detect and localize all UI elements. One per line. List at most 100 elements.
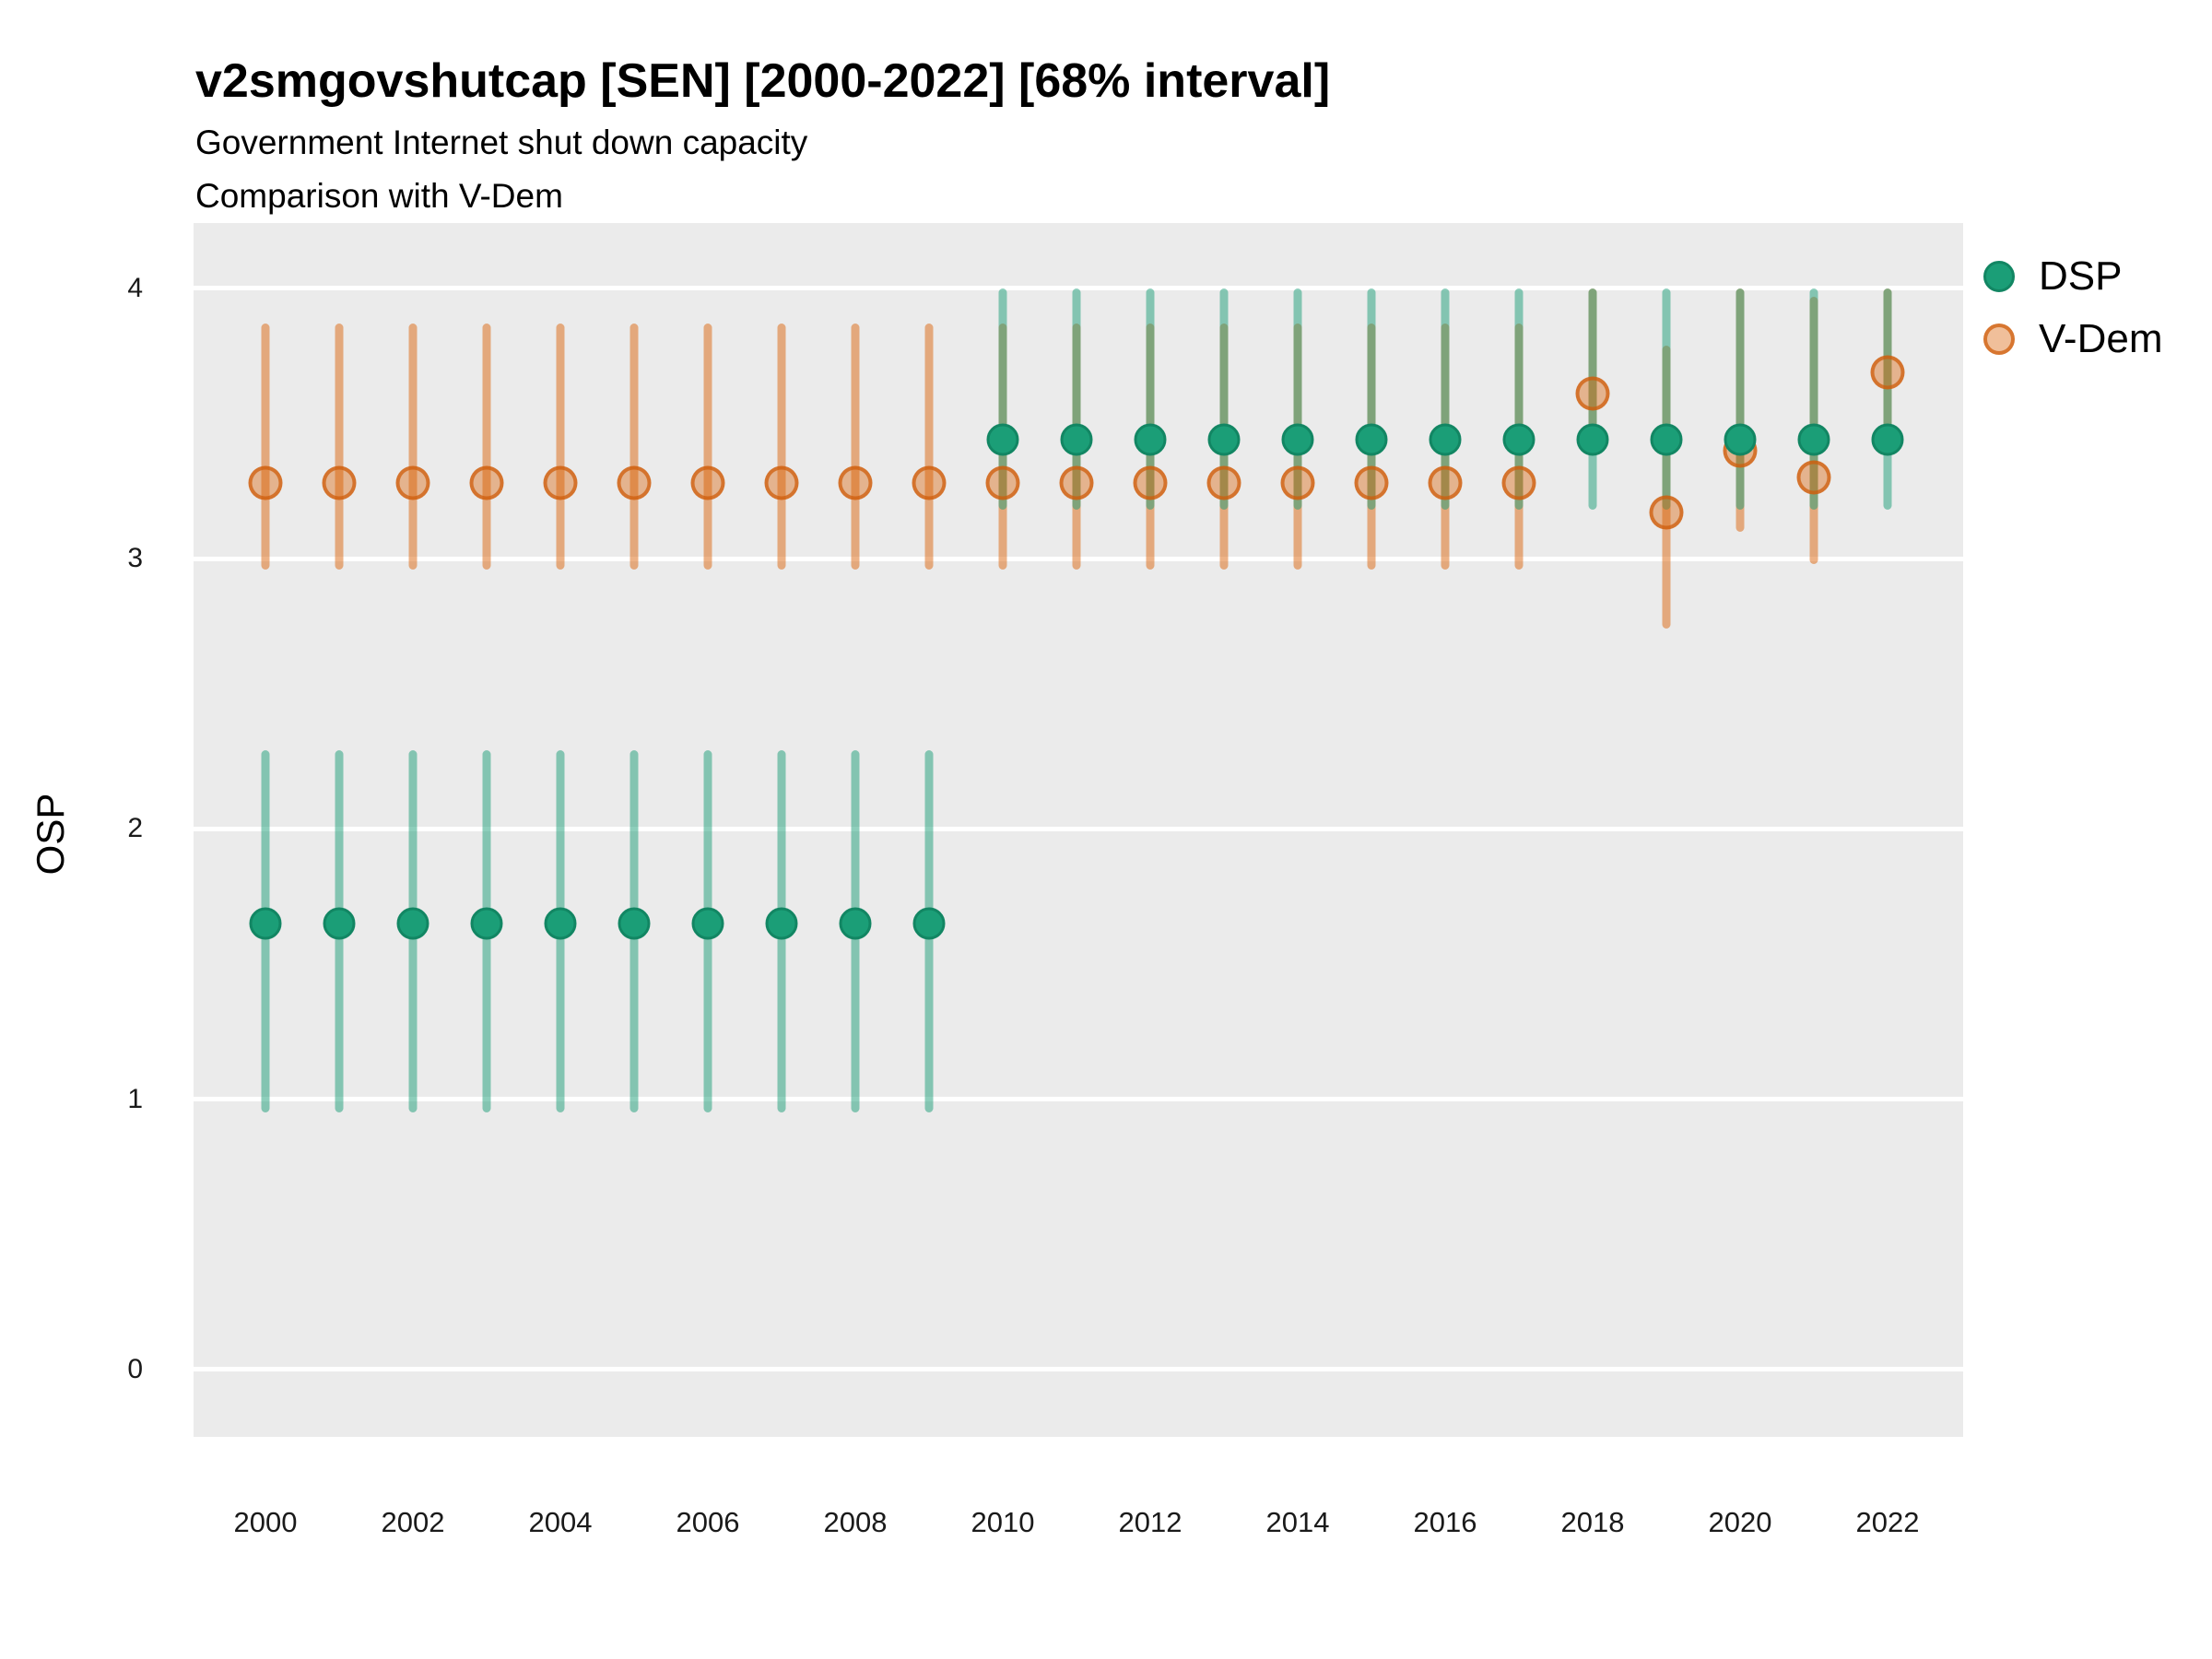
point-vdem-2012 (1133, 465, 1168, 500)
x-tick-label-2004: 2004 (528, 1506, 593, 1538)
chart-subtitle-line2: Comparison with V-Dem (195, 177, 563, 215)
point-vdem-2016 (1428, 465, 1463, 500)
point-dsp-2018 (1576, 423, 1609, 456)
gridline-y-3 (194, 556, 1963, 561)
point-vdem-2009 (912, 465, 947, 500)
y-tick-label-4: 4 (127, 272, 143, 303)
chart-subtitle-line1: Government Internet shut down capacity (195, 124, 808, 161)
point-vdem-2007 (764, 465, 799, 500)
error-bar-vdem-2002 (408, 324, 418, 570)
error-bar-dsp-2019 (1662, 288, 1671, 511)
point-vdem-2003 (469, 465, 504, 500)
point-vdem-2013 (1206, 465, 1241, 500)
error-bar-dsp-2016 (1441, 288, 1450, 511)
error-bar-vdem-2003 (482, 324, 491, 570)
y-tick-label-3: 3 (127, 543, 143, 574)
y-tick-label-1: 1 (127, 1083, 143, 1114)
point-vdem-2010 (985, 465, 1020, 500)
point-dsp-2003 (470, 907, 503, 940)
point-dsp-2005 (618, 907, 651, 940)
point-dsp-2014 (1281, 423, 1314, 456)
x-tick-label-2020: 2020 (1708, 1506, 1772, 1538)
x-tick-label-2006: 2006 (676, 1506, 740, 1538)
legend-label-dsp: DSP (2039, 253, 2123, 299)
legend-item-vdem: V-Dem (1983, 312, 2162, 367)
point-dsp-2017 (1502, 423, 1535, 456)
point-vdem-2014 (1280, 465, 1315, 500)
error-bar-vdem-2009 (924, 324, 934, 570)
point-vdem-2006 (690, 465, 725, 500)
gridline-y-2 (194, 826, 1963, 831)
point-dsp-2016 (1429, 423, 1462, 456)
gridline-y-1 (194, 1097, 1963, 1102)
point-vdem-2000 (248, 465, 283, 500)
legend: DSP V-Dem (1983, 249, 2162, 367)
x-tick-label-2022: 2022 (1855, 1506, 1920, 1538)
gridline-y-0 (194, 1367, 1963, 1372)
point-dsp-2020 (1724, 423, 1757, 456)
point-vdem-2021 (1796, 460, 1831, 495)
point-dsp-2008 (839, 907, 872, 940)
legend-label-vdem: V-Dem (2039, 316, 2163, 361)
plot-area (194, 223, 1963, 1437)
point-vdem-2018 (1575, 376, 1610, 411)
point-dsp-2015 (1355, 423, 1388, 456)
point-dsp-2010 (986, 423, 1019, 456)
error-bar-dsp-2021 (1809, 288, 1818, 511)
point-vdem-2011 (1059, 465, 1094, 500)
point-dsp-2006 (691, 907, 724, 940)
dsp-point-icon (1983, 261, 2015, 292)
error-bar-vdem-2004 (556, 324, 565, 570)
point-dsp-2007 (765, 907, 798, 940)
error-bar-dsp-2017 (1514, 288, 1524, 511)
point-vdem-2015 (1354, 465, 1389, 500)
error-bar-dsp-2014 (1293, 288, 1302, 511)
x-tick-label-2002: 2002 (381, 1506, 445, 1538)
error-bar-dsp-2020 (1735, 288, 1745, 511)
point-vdem-2005 (617, 465, 652, 500)
x-tick-label-2010: 2010 (971, 1506, 1035, 1538)
error-bar-vdem-2007 (777, 324, 786, 570)
point-dsp-2002 (396, 907, 429, 940)
point-dsp-2013 (1207, 423, 1241, 456)
y-tick-label-0: 0 (127, 1353, 143, 1384)
point-dsp-2001 (323, 907, 356, 940)
error-bar-vdem-2008 (851, 324, 860, 570)
point-vdem-2017 (1501, 465, 1536, 500)
point-vdem-2001 (322, 465, 357, 500)
point-vdem-2008 (838, 465, 873, 500)
error-bar-dsp-2022 (1883, 288, 1892, 511)
error-bar-vdem-2005 (629, 324, 639, 570)
x-tick-label-2018: 2018 (1560, 1506, 1625, 1538)
vdem-point-icon (1983, 324, 2015, 355)
point-vdem-2022 (1870, 355, 1905, 390)
point-vdem-2004 (543, 465, 578, 500)
x-tick-label-2016: 2016 (1413, 1506, 1477, 1538)
error-bar-dsp-2015 (1367, 288, 1376, 511)
error-bar-dsp-2013 (1219, 288, 1229, 511)
chart-title: v2smgovshutcap [SEN] [2000-2022] [68% in… (195, 54, 1331, 108)
error-bar-vdem-2000 (261, 324, 270, 570)
point-dsp-2021 (1797, 423, 1830, 456)
error-bar-dsp-2012 (1146, 288, 1155, 511)
x-tick-label-2000: 2000 (233, 1506, 298, 1538)
point-dsp-2000 (249, 907, 282, 940)
point-vdem-2002 (395, 465, 430, 500)
x-tick-label-2012: 2012 (1118, 1506, 1182, 1538)
point-dsp-2004 (544, 907, 577, 940)
x-tick-label-2008: 2008 (823, 1506, 888, 1538)
x-tick-label-2014: 2014 (1265, 1506, 1330, 1538)
point-vdem-2019 (1649, 495, 1684, 530)
error-bar-vdem-2001 (335, 324, 344, 570)
error-bar-dsp-2010 (998, 288, 1007, 511)
point-dsp-2022 (1871, 423, 1904, 456)
error-bar-dsp-2011 (1072, 288, 1081, 511)
point-dsp-2011 (1060, 423, 1093, 456)
point-dsp-2019 (1650, 423, 1683, 456)
legend-item-dsp: DSP (1983, 249, 2162, 304)
error-bar-vdem-2006 (703, 324, 712, 570)
point-dsp-2012 (1134, 423, 1167, 456)
point-dsp-2009 (912, 907, 946, 940)
y-tick-label-2: 2 (127, 813, 143, 844)
